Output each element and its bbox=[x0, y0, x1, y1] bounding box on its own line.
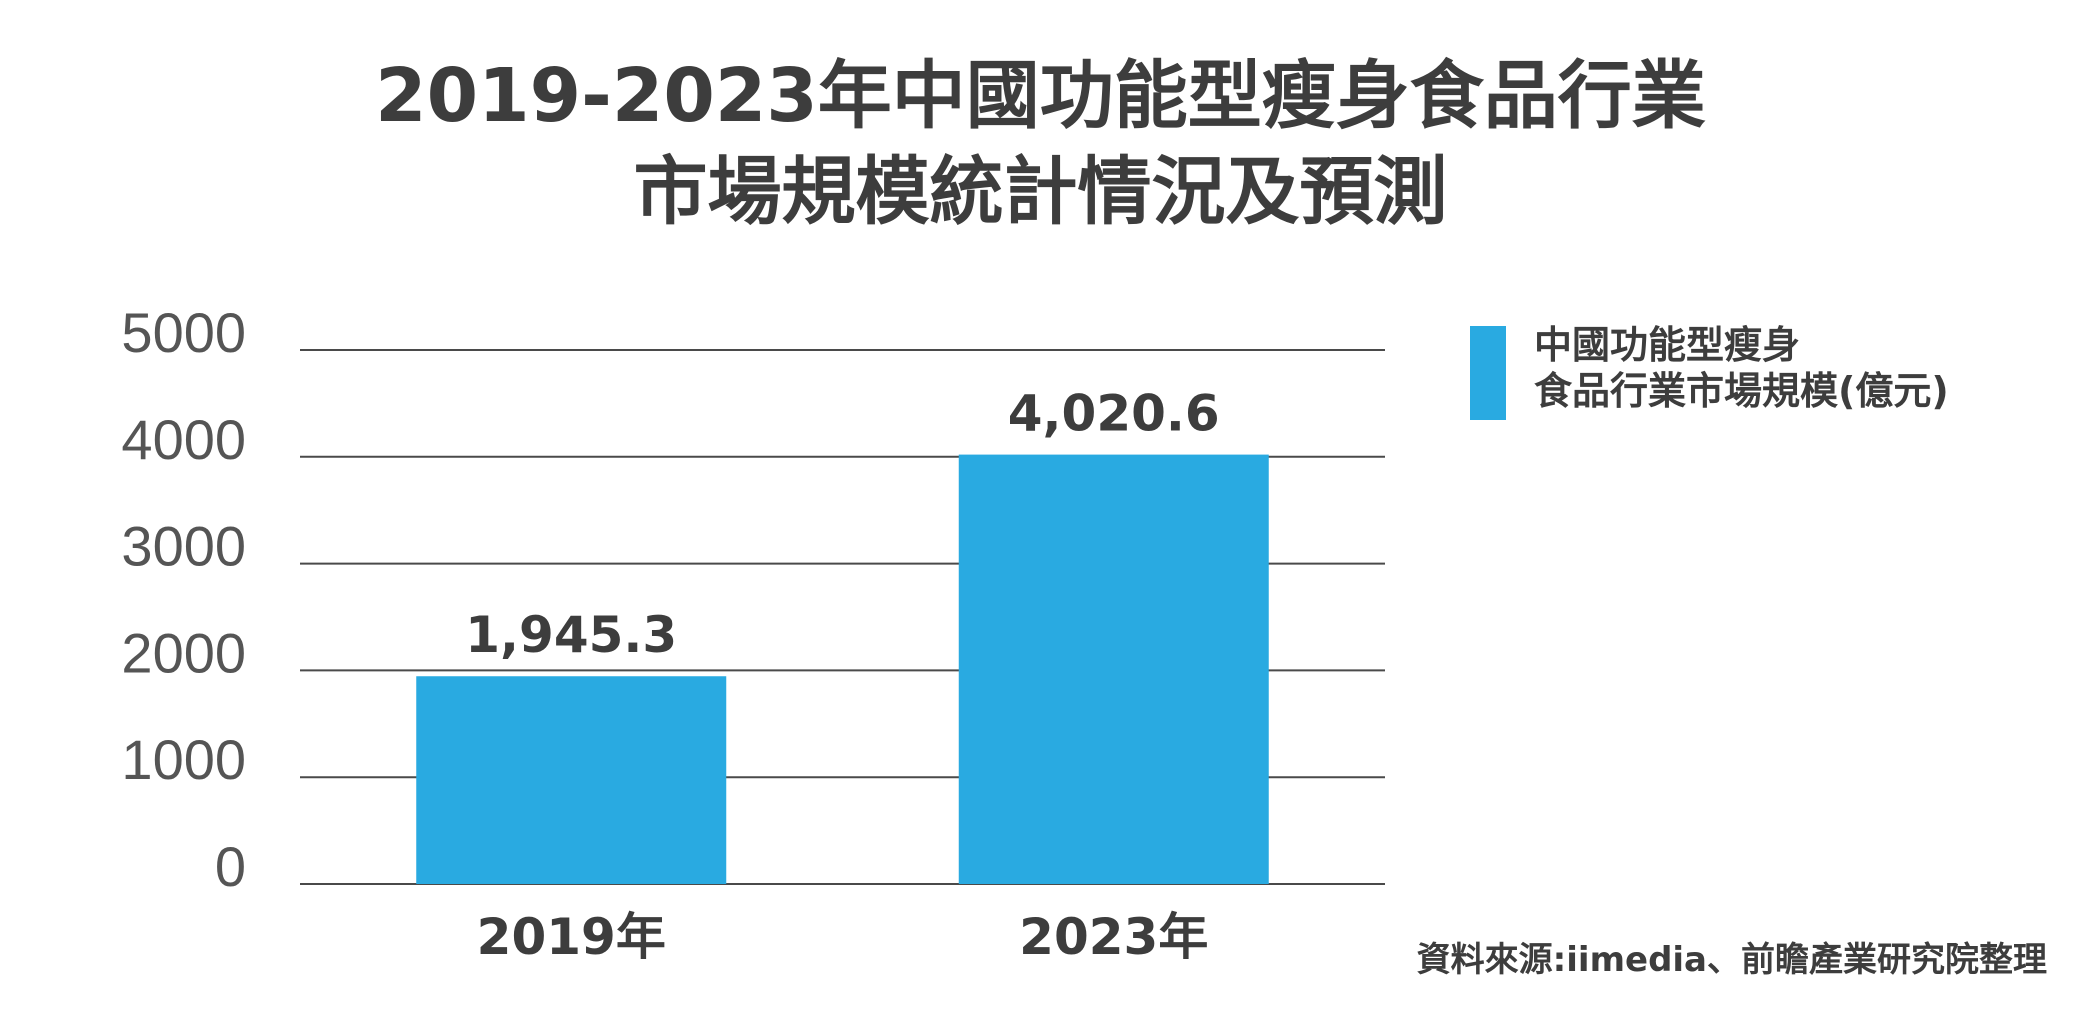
chart-title-line-1: 2019-2023年中國功能型瘦身食品行業 bbox=[375, 53, 1706, 139]
x-tick-2: 2023年 bbox=[1019, 908, 1208, 966]
legend-swatch bbox=[1470, 326, 1506, 420]
bars bbox=[416, 454, 1269, 884]
x-axis-ticks: 2019年 2023年 bbox=[477, 908, 1209, 966]
bar-1 bbox=[416, 676, 727, 884]
x-tick-1: 2019年 bbox=[477, 908, 666, 966]
y-tick-4000: 4000 bbox=[121, 408, 246, 471]
legend-label: 中國功能型瘦身 食品行業市場規模(億元) bbox=[1534, 322, 1949, 414]
y-axis-ticks: 0 1000 2000 3000 4000 5000 bbox=[121, 301, 246, 898]
y-tick-0: 0 bbox=[215, 835, 246, 898]
y-tick-1000: 1000 bbox=[121, 728, 246, 791]
legend-label-line-2: 食品行業市場規模(億元) bbox=[1534, 369, 1949, 413]
chart-title: 2019-2023年中國功能型瘦身食品行業 市場規模統計情況及預測 bbox=[0, 48, 2081, 240]
y-tick-5000: 5000 bbox=[121, 301, 246, 364]
legend: 中國功能型瘦身 食品行業市場規模(億元) bbox=[1470, 322, 1949, 420]
chart-title-line-2: 市場規模統計情況及預測 bbox=[633, 149, 1448, 235]
bar-2 bbox=[958, 454, 1269, 884]
source-note: 資料來源:iimedia、前瞻產業研究院整理 bbox=[1416, 940, 2047, 980]
legend-label-line-1: 中國功能型瘦身 bbox=[1534, 323, 1801, 367]
data-labels: 1,945.3 4,020.6 bbox=[465, 385, 1219, 665]
y-tick-2000: 2000 bbox=[121, 621, 246, 684]
data-label-2: 4,020.6 bbox=[1008, 385, 1220, 443]
data-label-1: 1,945.3 bbox=[465, 606, 677, 664]
y-tick-3000: 3000 bbox=[121, 515, 246, 578]
